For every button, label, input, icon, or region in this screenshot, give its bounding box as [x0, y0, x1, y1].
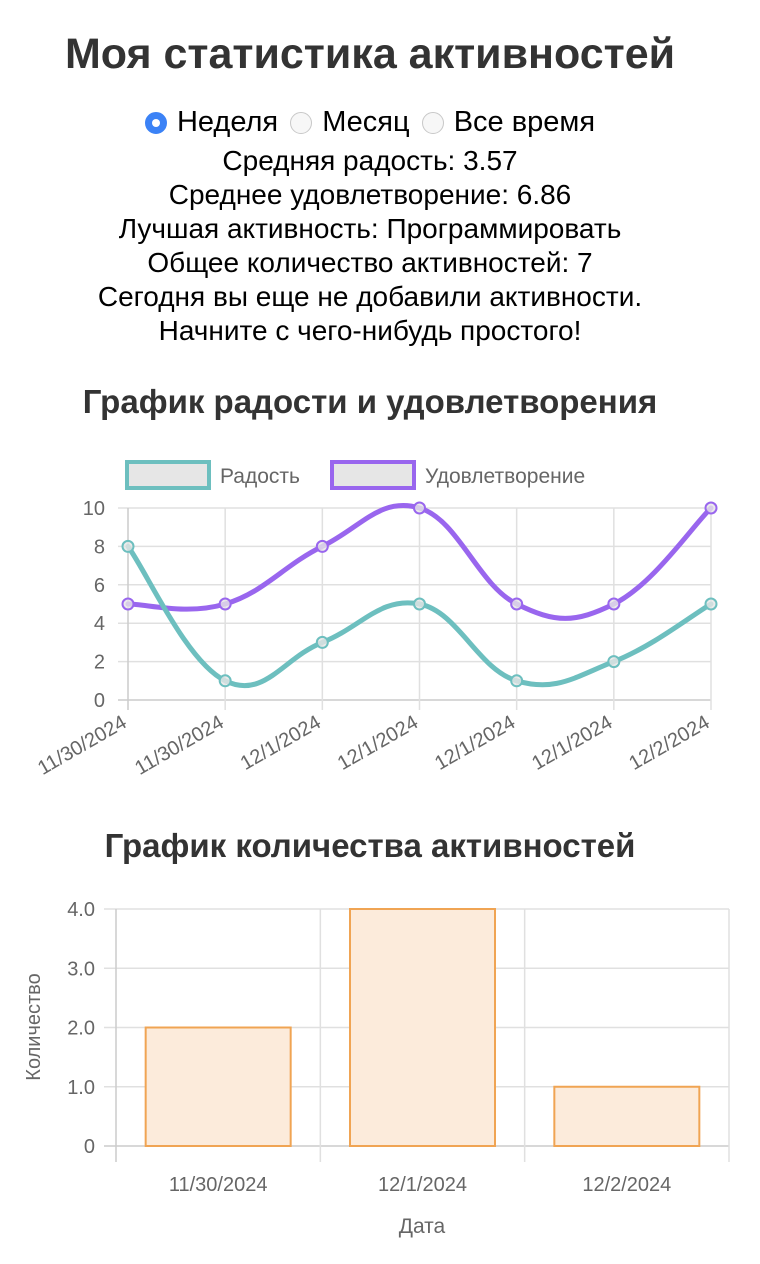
bar[interactable]: [144, 1026, 292, 1147]
x-tick-label: 12/1/2024: [334, 711, 422, 775]
bar-chart-bars: [144, 908, 701, 1147]
legend-item-satisfaction[interactable]: Удовлетворение: [330, 460, 585, 490]
x-tick-label: 12/1/2024: [528, 711, 616, 775]
period-filter: Неделя Месяц Все время: [0, 106, 740, 142]
bar-chart-y-axis: 0 1.0 2.0 3.0 4.0: [67, 899, 95, 1158]
data-point[interactable]: [218, 674, 232, 688]
y-tick-label: 4: [94, 613, 105, 635]
best-activity-stat: Лучшая активность: Программировать: [118, 213, 622, 244]
bar-chart-title: График количества активностей: [104, 827, 636, 864]
data-point[interactable]: [413, 501, 426, 515]
y-tick-label: 2.0: [67, 1018, 95, 1040]
activity-count-bar-chart: 0 1.0 2.0 3.0 4.0 11/30/2024 12/1/2024 12/2/20…: [23, 899, 730, 1238]
period-option-all-time[interactable]: Все время: [421, 106, 596, 139]
stats-summary: Средняя радость: 3.57 Среднее удовлетвор…: [0, 144, 740, 348]
legend-label: Удовлетворение: [425, 465, 585, 488]
data-point[interactable]: [218, 597, 232, 611]
avg-joy-stat: Средняя радость: 3.57: [222, 145, 518, 176]
x-axis-label: Дата: [399, 1215, 446, 1238]
data-point[interactable]: [704, 597, 718, 611]
line-chart-title: График радости и удовлетворения: [82, 383, 658, 420]
period-option-label: Месяц: [322, 106, 410, 138]
y-tick-label: 2: [94, 652, 105, 674]
period-option-label: Неделя: [176, 106, 279, 138]
radio-unchecked-icon[interactable]: [290, 111, 313, 134]
y-tick-label: 8: [94, 536, 105, 558]
data-point[interactable]: [510, 674, 524, 688]
data-point[interactable]: [413, 597, 426, 611]
y-tick-label: 0: [94, 690, 105, 712]
x-tick-label: 12/2/2024: [625, 711, 713, 775]
bar-chart-x-axis: 11/30/2024 12/1/2024 12/2/2024: [169, 1174, 671, 1196]
period-option-week[interactable]: Неделя: [144, 106, 279, 139]
data-point[interactable]: [607, 597, 621, 611]
x-tick-label: 12/1/2024: [431, 711, 519, 775]
line-chart-series: [121, 501, 718, 689]
satisfaction-legend-swatch-icon: [330, 460, 416, 490]
data-point[interactable]: [121, 597, 135, 611]
avg-satisfaction-stat: Среднее удовлетворение: 6.86: [168, 179, 572, 210]
page-title: Моя статистика активностей: [64, 30, 676, 78]
data-point[interactable]: [121, 539, 135, 553]
y-tick-label: 0: [84, 1136, 95, 1158]
total-activities-stat: Общее количество активностей: 7: [147, 247, 593, 278]
x-tick-label: 12/1/2024: [378, 1174, 467, 1196]
bar[interactable]: [553, 1085, 701, 1147]
x-tick-label: 12/2/2024: [582, 1174, 671, 1196]
data-point[interactable]: [315, 635, 329, 649]
y-tick-label: 4.0: [67, 899, 95, 921]
legend-label: Радость: [220, 465, 300, 488]
today-message: Сегодня вы еще не добавили активности.: [97, 281, 643, 312]
data-point[interactable]: [315, 539, 329, 553]
joy-legend-swatch-icon: [125, 460, 211, 490]
period-option-month[interactable]: Месяц: [290, 106, 410, 139]
line-chart-x-axis: 11/30/2024 11/30/2024 12/1/2024 12/1/2024 12…: [34, 711, 713, 779]
radio-checked-icon[interactable]: [144, 111, 167, 134]
data-point[interactable]: [607, 655, 621, 669]
line-chart-y-axis: 0 2 4 6 8 10: [83, 498, 105, 712]
x-tick-label: 12/1/2024: [237, 711, 325, 775]
y-tick-label: 3.0: [67, 958, 95, 980]
y-tick-label: 1.0: [67, 1077, 95, 1099]
legend-item-joy[interactable]: Радость: [125, 460, 300, 490]
period-option-label: Все время: [453, 106, 596, 138]
data-point[interactable]: [510, 597, 524, 611]
x-tick-label: 11/30/2024: [131, 711, 227, 779]
y-tick-label: 10: [83, 498, 105, 520]
today-suggestion: Начните с чего-нибудь простого!: [158, 315, 582, 346]
joy-satisfaction-line-chart: Радость Удовлетворение 0 2 4 6 8 10 11/30/202…: [34, 460, 718, 780]
y-tick-label: 6: [94, 575, 105, 597]
radio-unchecked-icon[interactable]: [421, 111, 444, 134]
x-tick-label: 11/30/2024: [169, 1174, 268, 1196]
data-point[interactable]: [704, 501, 718, 515]
y-axis-label: Количество: [23, 973, 45, 1080]
x-tick-label: 11/30/2024: [34, 711, 130, 779]
bar[interactable]: [349, 908, 496, 1147]
